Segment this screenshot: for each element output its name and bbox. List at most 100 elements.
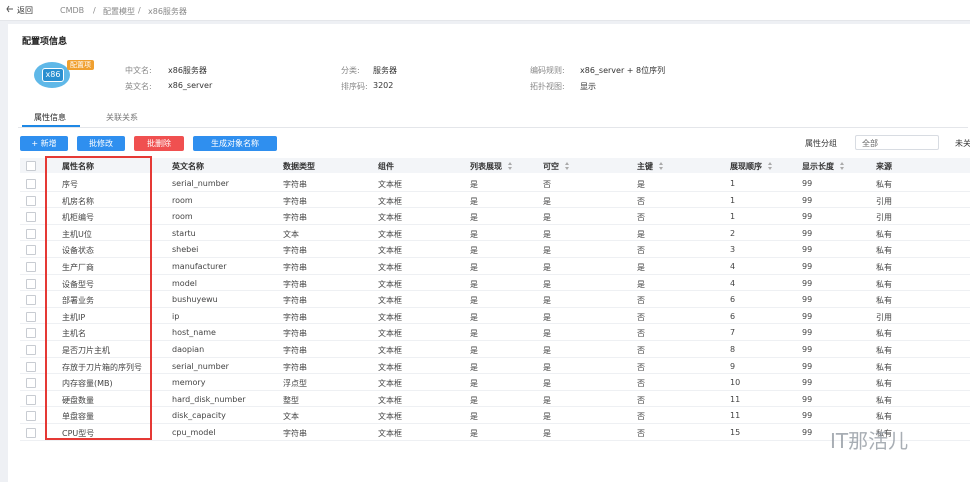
table-cell: 私有 xyxy=(876,263,892,272)
table-cell: 文本框 xyxy=(378,429,402,438)
table-cell: 硬盘数量 xyxy=(62,395,94,405)
table-cell: host_name xyxy=(172,328,216,338)
table-cell: 文本框 xyxy=(378,279,402,289)
breadcrumb-item[interactable]: 配置模型 xyxy=(103,7,135,16)
table-cell: 字符串 xyxy=(283,180,307,189)
table-cell: 99 xyxy=(802,378,813,388)
info-value: 显示 xyxy=(580,82,596,91)
sort-icon[interactable] xyxy=(659,162,663,170)
table-cell: 浮点型 xyxy=(283,379,307,389)
table-cell: 是 xyxy=(543,412,551,422)
table-cell: 99 xyxy=(802,195,813,205)
table-cell: 文本框 xyxy=(378,362,402,372)
table-cell: manufacturer xyxy=(172,262,227,271)
table-cell: 引用 xyxy=(876,213,892,223)
table-cell: 是 xyxy=(543,329,551,339)
row-checkbox[interactable] xyxy=(26,195,36,206)
table-cell: 6 xyxy=(730,311,736,321)
header-checkbox[interactable] xyxy=(26,161,36,171)
row-checkbox[interactable] xyxy=(26,378,36,389)
table-header: 属性名称 xyxy=(62,162,94,171)
table-cell: 99 xyxy=(802,212,813,222)
table-header: 显示长度 xyxy=(802,162,834,171)
row-divider xyxy=(20,257,970,258)
breadcrumb-separator: / xyxy=(93,6,96,15)
table-cell: 私有 xyxy=(876,362,892,372)
filter-select[interactable]: 全部 xyxy=(855,135,939,150)
info-label: 排序码: xyxy=(341,82,368,91)
table-cell: 文本框 xyxy=(378,312,402,322)
row-checkbox[interactable] xyxy=(26,411,36,422)
table-cell: daopian xyxy=(172,345,205,354)
sort-icon[interactable] xyxy=(840,162,844,170)
row-divider xyxy=(20,240,970,242)
tab-underline-base xyxy=(18,127,968,128)
table-cell: 单盘容量 xyxy=(62,412,94,422)
table-cell: ip xyxy=(172,311,180,321)
table-cell: 是 xyxy=(637,279,645,289)
row-checkbox[interactable] xyxy=(26,328,36,339)
back-arrow[interactable] xyxy=(6,5,14,13)
table-cell: 文本框 xyxy=(378,379,402,389)
row-divider xyxy=(20,273,970,275)
table-cell: 否 xyxy=(637,329,645,339)
table-cell: CPU型号 xyxy=(62,429,95,438)
tab[interactable]: 属性信息 xyxy=(34,113,66,122)
sort-icon[interactable] xyxy=(768,162,772,170)
back-link[interactable]: 返回 xyxy=(17,6,33,15)
table-cell: bushuyewu xyxy=(172,295,218,305)
breadcrumb-separator: / xyxy=(138,6,141,15)
table-cell: 主机U位 xyxy=(62,229,92,239)
table-cell: 2 xyxy=(730,228,736,238)
table-cell: memory xyxy=(172,378,206,388)
table-cell: 否 xyxy=(637,312,645,322)
row-checkbox[interactable] xyxy=(26,345,36,355)
row-checkbox[interactable] xyxy=(26,245,36,256)
button[interactable]: 生成对象名称 xyxy=(193,136,277,151)
button[interactable]: + 新增 xyxy=(20,136,68,151)
table-cell: 否 xyxy=(637,213,645,223)
row-checkbox[interactable] xyxy=(26,228,36,239)
table-cell: serial_number xyxy=(172,361,229,371)
button[interactable]: 批删除 xyxy=(134,136,184,151)
content-card xyxy=(8,24,970,482)
row-checkbox[interactable] xyxy=(26,262,36,272)
button[interactable]: 批修改 xyxy=(77,136,125,151)
sort-icon[interactable] xyxy=(565,162,569,170)
table-header: 数据类型 xyxy=(283,162,315,171)
table-cell: 字符串 xyxy=(283,213,307,223)
row-checkbox[interactable] xyxy=(26,179,36,189)
table-header: 来源 xyxy=(876,162,892,171)
tab[interactable]: 关联关系 xyxy=(106,113,138,122)
row-divider xyxy=(20,323,970,325)
row-checkbox[interactable] xyxy=(26,361,36,372)
sort-icon[interactable] xyxy=(508,162,512,170)
row-checkbox[interactable] xyxy=(26,394,36,405)
table-cell: 序号 xyxy=(62,180,78,189)
table-cell: 字符串 xyxy=(283,312,307,322)
table-cell: 否 xyxy=(637,429,645,438)
table-cell: 机柜编号 xyxy=(62,213,94,223)
row-divider xyxy=(20,373,970,375)
table-cell: 10 xyxy=(730,378,741,388)
breadcrumb-item[interactable]: CMDB xyxy=(60,6,85,15)
table-cell: 99 xyxy=(802,411,813,421)
table-cell: 是 xyxy=(470,346,478,355)
table-cell: 否 xyxy=(637,379,645,389)
table-cell: 是 xyxy=(470,395,478,405)
row-checkbox[interactable] xyxy=(26,278,36,289)
row-divider xyxy=(20,389,970,391)
table-cell: 引用 xyxy=(876,196,892,206)
table-cell: 文本框 xyxy=(378,412,402,422)
row-checkbox[interactable] xyxy=(26,295,36,306)
row-divider xyxy=(20,207,970,209)
table-cell: 99 xyxy=(802,328,813,338)
row-checkbox[interactable] xyxy=(26,212,36,223)
row-checkbox[interactable] xyxy=(26,428,36,438)
table-cell: 文本框 xyxy=(378,246,402,256)
table-cell: 是 xyxy=(637,180,645,189)
table-cell: 字符串 xyxy=(283,263,307,272)
row-divider xyxy=(20,223,970,225)
info-label: 分类: xyxy=(341,66,360,75)
row-checkbox[interactable] xyxy=(26,311,36,322)
